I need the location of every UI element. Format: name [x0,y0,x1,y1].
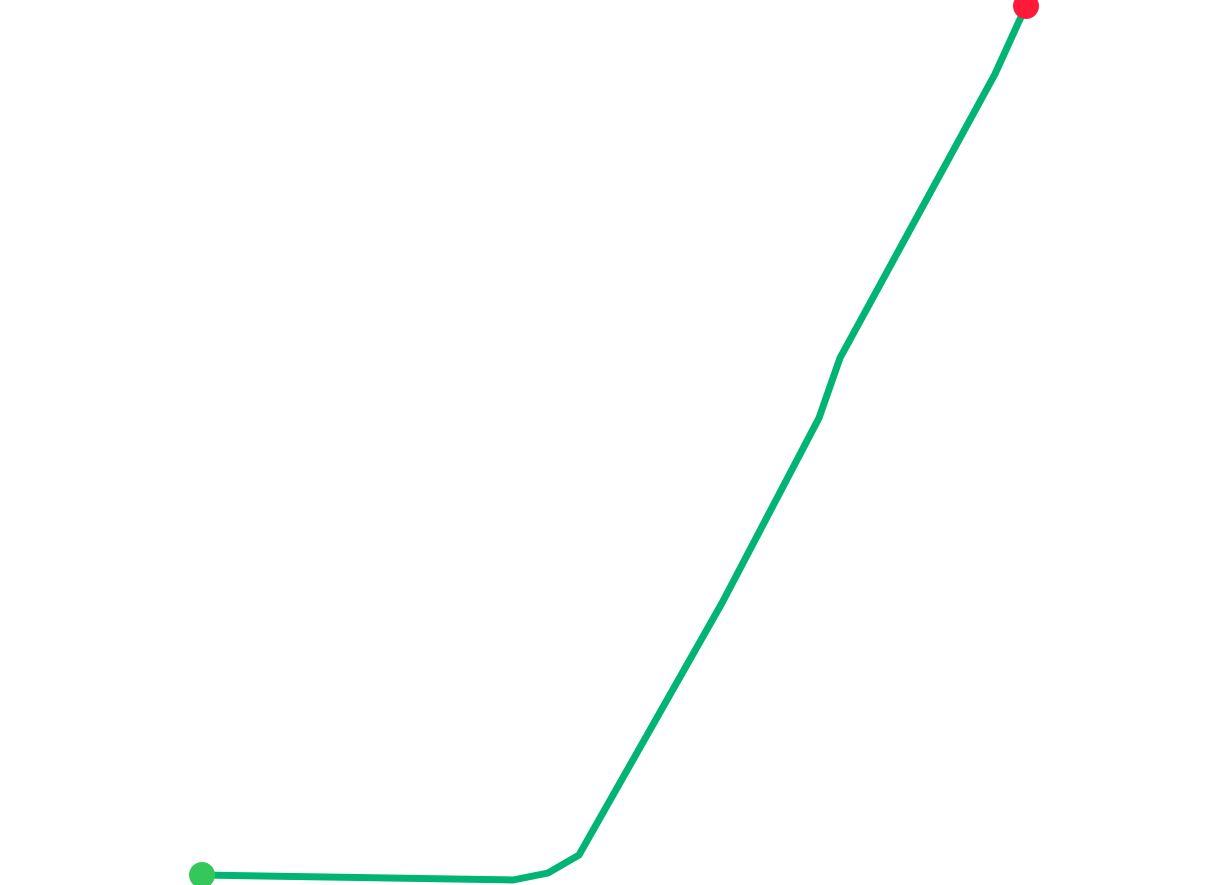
start-dot-icon[interactable] [189,862,215,885]
end-dot-icon[interactable] [1013,0,1039,19]
route-line [198,2,1030,884]
